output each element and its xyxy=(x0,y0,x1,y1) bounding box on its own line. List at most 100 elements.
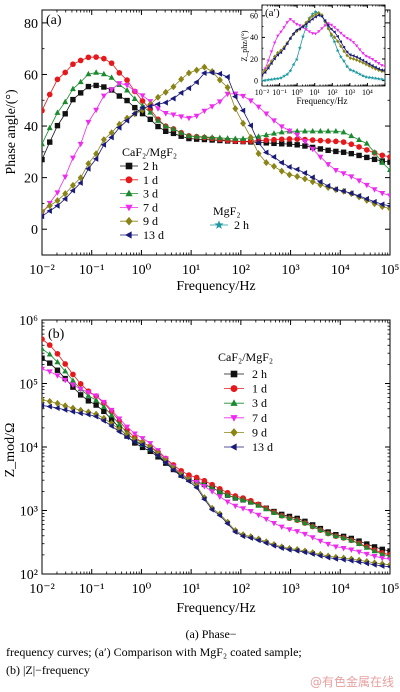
data-point-13d xyxy=(286,163,292,170)
data-point-7d xyxy=(272,41,277,45)
data-point-3d xyxy=(232,135,239,141)
data-point-2h xyxy=(302,143,308,149)
data-point-9d xyxy=(307,17,311,21)
legend-label-3d: 3 d xyxy=(143,187,158,201)
data-point-3d xyxy=(317,127,324,134)
data-point-13d xyxy=(123,117,130,124)
data-point-3d xyxy=(232,494,239,501)
data-point-1d xyxy=(46,342,53,348)
data-point-13d xyxy=(216,70,223,77)
data-point-7d xyxy=(209,489,216,495)
legend-marker-mgf2 xyxy=(214,220,224,229)
data-point-2h xyxy=(54,122,61,129)
data-point-3d xyxy=(363,544,370,550)
data-point-13d xyxy=(323,18,327,23)
data-point-7d xyxy=(93,393,100,400)
data-point-7d xyxy=(371,187,378,193)
data-point-13d xyxy=(224,74,230,80)
data-point-mgf2 xyxy=(354,70,359,75)
data-point-13d xyxy=(340,188,346,195)
data-point-13d xyxy=(92,413,99,420)
data-point-3d xyxy=(371,547,378,554)
data-point-7d xyxy=(377,62,381,66)
data-point-2h xyxy=(364,154,370,161)
data-point-3d xyxy=(62,98,69,105)
legend-label-mgf2: 2 h xyxy=(234,218,249,232)
data-point-13d xyxy=(301,25,305,29)
data-point-9d xyxy=(313,12,318,17)
data-point-2h xyxy=(93,82,99,89)
data-point-13d xyxy=(232,93,238,100)
data-point-2h xyxy=(139,444,146,451)
data-point-mgf2 xyxy=(373,76,378,81)
y-tick-label: 10⁶ xyxy=(19,314,38,329)
data-point-13d xyxy=(379,201,385,208)
data-point-1d xyxy=(309,137,316,143)
data-point-7d xyxy=(348,38,352,42)
data-point-1d xyxy=(356,144,362,150)
data-point-mgf2 xyxy=(364,74,369,79)
data-point-13d xyxy=(324,182,331,189)
data-point-mgf2 xyxy=(262,78,264,83)
data-point-7d xyxy=(288,17,293,21)
data-point-7d xyxy=(383,65,385,69)
data-point-3d xyxy=(124,87,131,93)
data-point-7d xyxy=(247,509,254,515)
data-point-9d xyxy=(93,150,100,158)
data-point-9d xyxy=(155,93,161,101)
data-point-9d xyxy=(42,207,45,215)
data-point-9d xyxy=(373,66,378,71)
data-point-mgf2 xyxy=(275,76,280,81)
data-point-9d xyxy=(100,136,107,144)
legend-label-1d: 1 d xyxy=(143,173,158,187)
data-point-13d xyxy=(42,402,45,409)
data-point-7d xyxy=(108,407,115,414)
data-point-mgf2 xyxy=(376,76,381,81)
data-point-9d xyxy=(317,11,321,15)
data-point-7d xyxy=(323,24,327,28)
data-point-2h xyxy=(325,147,331,154)
data-point-9d xyxy=(348,56,352,60)
data-point-13d xyxy=(309,550,315,557)
data-point-2h xyxy=(85,83,92,90)
data-point-1d xyxy=(101,55,107,62)
data-point-7d xyxy=(170,112,177,118)
data-point-7d xyxy=(370,57,375,61)
data-point-3d xyxy=(271,509,277,515)
data-point-13d xyxy=(208,506,215,513)
data-point-3d xyxy=(332,127,339,134)
data-point-13d xyxy=(239,107,246,114)
data-point-mgf2 xyxy=(383,77,385,82)
x-axis-title: Frequency/Hz xyxy=(176,601,255,616)
data-point-7d xyxy=(340,171,347,177)
data-point-3d xyxy=(379,159,386,165)
data-point-9d xyxy=(240,119,247,127)
series-line-9d xyxy=(42,66,390,212)
data-point-3d xyxy=(201,133,208,140)
data-point-13d xyxy=(100,141,107,148)
panel-label: (a) xyxy=(46,13,62,28)
data-point-3d xyxy=(309,523,316,529)
data-point-13d xyxy=(354,55,358,59)
data-point-7d xyxy=(286,128,293,135)
data-point-3d xyxy=(162,122,169,129)
data-point-3d xyxy=(116,420,123,427)
x-tick-label: 10¹ xyxy=(182,263,200,278)
data-point-9d xyxy=(124,114,131,122)
data-point-7d xyxy=(373,60,378,64)
data-point-3d xyxy=(178,129,185,135)
data-point-1d xyxy=(278,136,285,143)
series-line-13d xyxy=(42,72,390,217)
data-point-2h xyxy=(387,548,390,554)
data-point-1d xyxy=(201,477,208,484)
data-point-3d xyxy=(325,127,332,134)
data-point-13d xyxy=(348,53,352,57)
data-point-13d xyxy=(270,542,277,549)
data-point-mgf2 xyxy=(282,73,287,78)
data-point-9d xyxy=(342,49,346,54)
data-point-13d xyxy=(100,417,107,424)
data-point-1d xyxy=(54,76,61,83)
data-point-9d xyxy=(255,150,262,158)
data-point-7d xyxy=(131,431,138,437)
x-tick-label: 10⁻¹ xyxy=(79,263,105,278)
